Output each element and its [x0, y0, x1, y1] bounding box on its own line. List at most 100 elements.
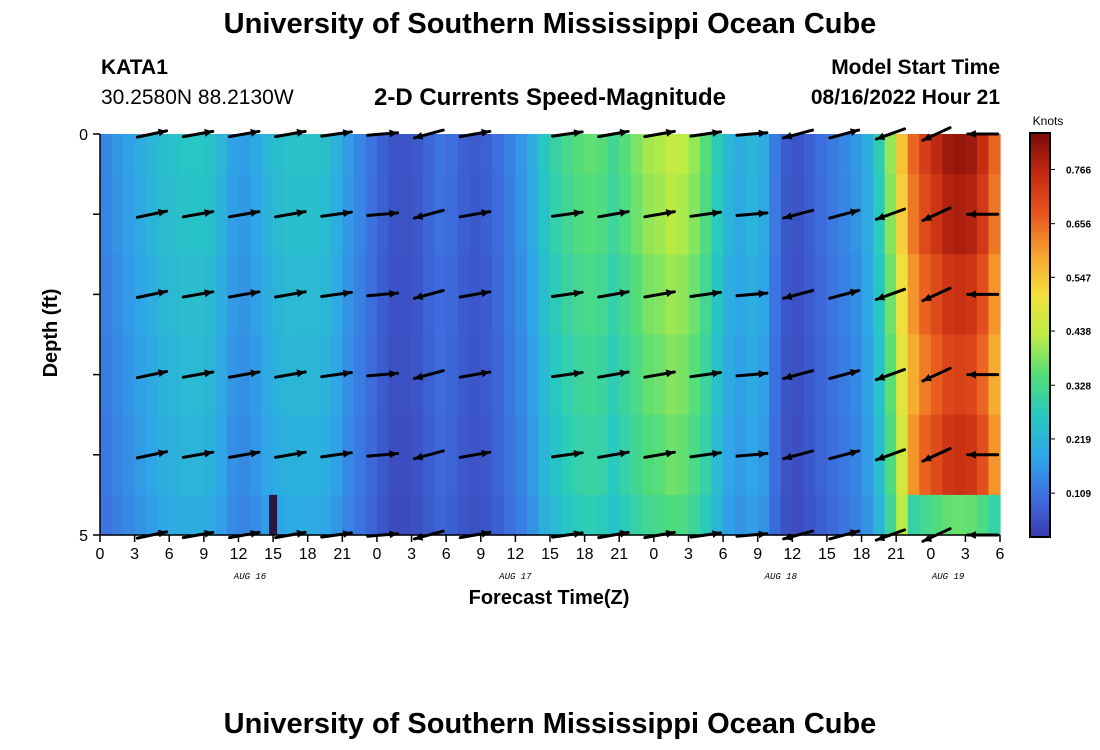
x-tick-label: 21: [887, 546, 905, 563]
heatmap-cell: [573, 334, 586, 416]
heatmap-cell: [342, 334, 355, 416]
heatmap-cell: [307, 334, 320, 416]
heatmap-cell: [642, 254, 655, 336]
bottom-title: University of Southern Mississippi Ocean…: [223, 708, 877, 740]
heatmap-cell: [238, 134, 251, 175]
heatmap-cell: [653, 494, 666, 536]
heatmap-cell: [400, 174, 413, 255]
date-label: AUG 16: [233, 572, 267, 582]
x-tick-label: 18: [299, 546, 317, 563]
chart-title: 2-D Currents Speed-Magnitude: [373, 84, 727, 111]
heatmap-cell: [861, 414, 874, 496]
heatmap-cell: [261, 174, 274, 255]
heatmap-cell: [469, 134, 482, 175]
heatmap-cell: [480, 494, 493, 536]
heatmap-cell: [319, 134, 332, 175]
heatmap-cell: [815, 174, 828, 255]
heatmap-cell: [584, 254, 597, 336]
heatmap-cell: [503, 134, 516, 175]
colorbar-label: Knots: [1033, 114, 1064, 128]
heatmap-cell: [146, 134, 159, 175]
heatmap-cell: [665, 414, 678, 496]
date-label: AUG 18: [764, 572, 798, 582]
heatmap-cell: [215, 494, 228, 536]
heatmap-cell: [953, 414, 966, 496]
heatmap-cell: [596, 494, 609, 536]
heatmap-cell: [515, 174, 528, 255]
heatmap-cell: [861, 254, 874, 336]
heatmap-cell: [896, 334, 909, 416]
heatmap-cell: [100, 134, 113, 175]
heatmap-cell: [573, 494, 586, 536]
heatmap-cell: [803, 334, 816, 416]
heatmap-cell: [803, 254, 816, 336]
x-tick-label: 15: [818, 546, 836, 563]
heatmap-cell: [538, 494, 551, 536]
heatmap-cell: [180, 134, 193, 175]
current-arrow: [782, 208, 815, 220]
heatmap-cell: [111, 254, 124, 336]
current-arrow: [412, 369, 445, 381]
heatmap-cell: [919, 494, 932, 536]
heatmap-cell: [123, 414, 136, 496]
heatmap-cell: [457, 254, 470, 336]
heatmap-cell: [538, 254, 551, 336]
heatmap-cell: [434, 494, 447, 536]
page-title: University of Southern Mississippi Ocean…: [223, 8, 877, 40]
heatmap-cell: [780, 414, 793, 496]
heatmap-cell: [480, 334, 493, 416]
current-arrow: [782, 128, 815, 140]
current-arrow: [735, 370, 769, 378]
x-tick-label: 12: [506, 546, 524, 563]
heatmap-cell: [203, 414, 216, 496]
heatmap-cell: [526, 334, 540, 416]
heatmap-cell: [630, 134, 643, 175]
heatmap-cell: [273, 254, 286, 336]
heatmap-cell: [100, 254, 113, 336]
colorbar-tick-label: 0.109: [1066, 489, 1091, 500]
heatmap-cell: [330, 134, 343, 175]
heatmap-cell: [111, 414, 124, 496]
heatmap-cell: [619, 494, 632, 536]
heatmap-cell: [400, 494, 413, 536]
current-arrow: [921, 447, 952, 463]
current-arrow: [689, 209, 723, 218]
current-arrow: [274, 209, 307, 219]
heatmap-cell: [550, 494, 563, 536]
heatmap-cell: [226, 134, 240, 175]
current-arrow: [921, 126, 952, 142]
current-arrow: [135, 208, 169, 219]
heatmap-cell: [826, 414, 840, 496]
x-tick-label: 18: [853, 546, 871, 563]
heatmap-cell: [215, 414, 228, 496]
heatmap-cell: [873, 414, 886, 496]
current-arrow: [689, 369, 723, 379]
heatmap-cell: [376, 494, 390, 536]
current-arrow: [921, 366, 952, 383]
heatmap-cell: [503, 174, 516, 255]
heatmap-cell: [261, 414, 274, 496]
heatmap-cell: [561, 134, 574, 175]
heatmap-cell: [780, 334, 793, 416]
heatmap-cell: [273, 334, 286, 416]
heatmap-cell: [907, 254, 920, 336]
current-arrow: [782, 369, 815, 381]
heatmap-cell: [226, 494, 240, 536]
heatmap-cell: [803, 174, 816, 255]
heatmap-cell: [723, 254, 736, 336]
heatmap-cell: [769, 134, 782, 175]
heatmap-cell: [226, 254, 240, 336]
heatmap-cell: [492, 414, 505, 496]
current-arrow: [412, 128, 445, 140]
current-arrow: [228, 128, 261, 139]
heatmap-cell: [215, 134, 228, 175]
heatmap-cell: [815, 254, 828, 336]
current-arrow: [320, 129, 353, 138]
heatmap-cell: [803, 494, 816, 536]
heatmap-cell: [769, 334, 782, 416]
heatmap-cell: [250, 174, 263, 255]
heatmap-cell: [273, 174, 286, 255]
x-tick-label: 3: [130, 546, 139, 563]
current-arrow: [228, 449, 261, 459]
heatmap-cell: [711, 254, 724, 336]
